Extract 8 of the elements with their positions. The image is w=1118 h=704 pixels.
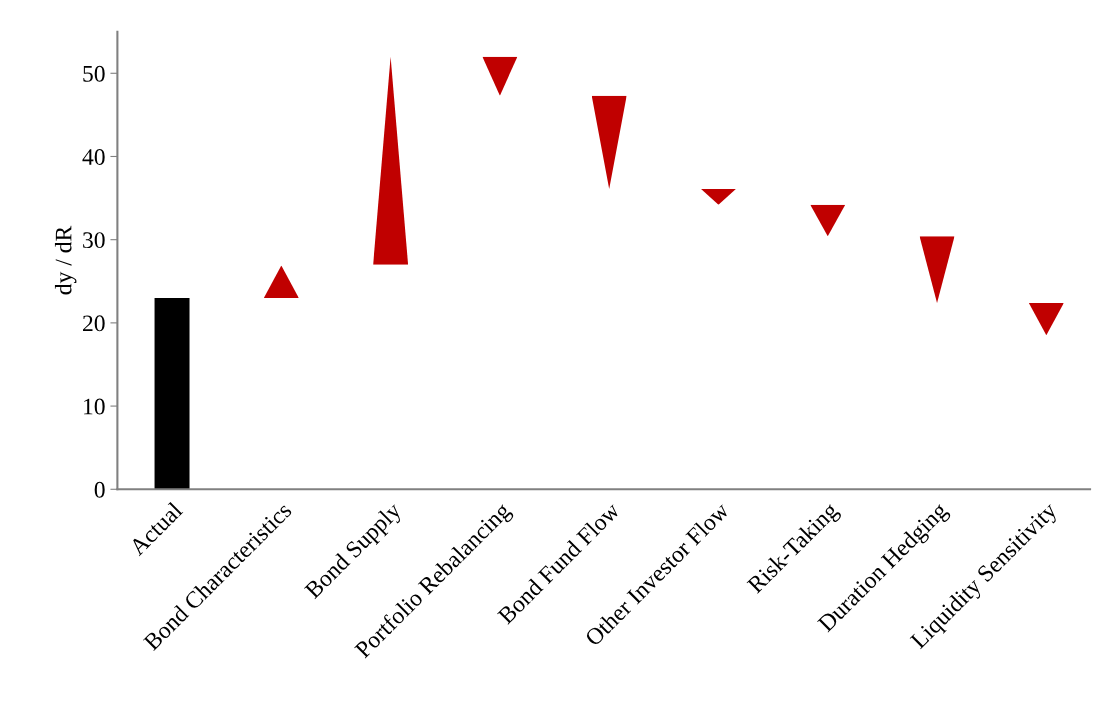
y-tick-label: 40 bbox=[82, 148, 105, 165]
bar bbox=[154, 297, 190, 490]
y-tick-label: 30 bbox=[83, 232, 105, 249]
y-tick-label: 20 bbox=[83, 315, 105, 332]
y-tick-label: 0 bbox=[94, 481, 105, 498]
y-axis-title: dy / dR bbox=[54, 225, 77, 295]
y-tick-label: 50 bbox=[83, 65, 105, 82]
y-tick-label: 10 bbox=[84, 398, 105, 415]
